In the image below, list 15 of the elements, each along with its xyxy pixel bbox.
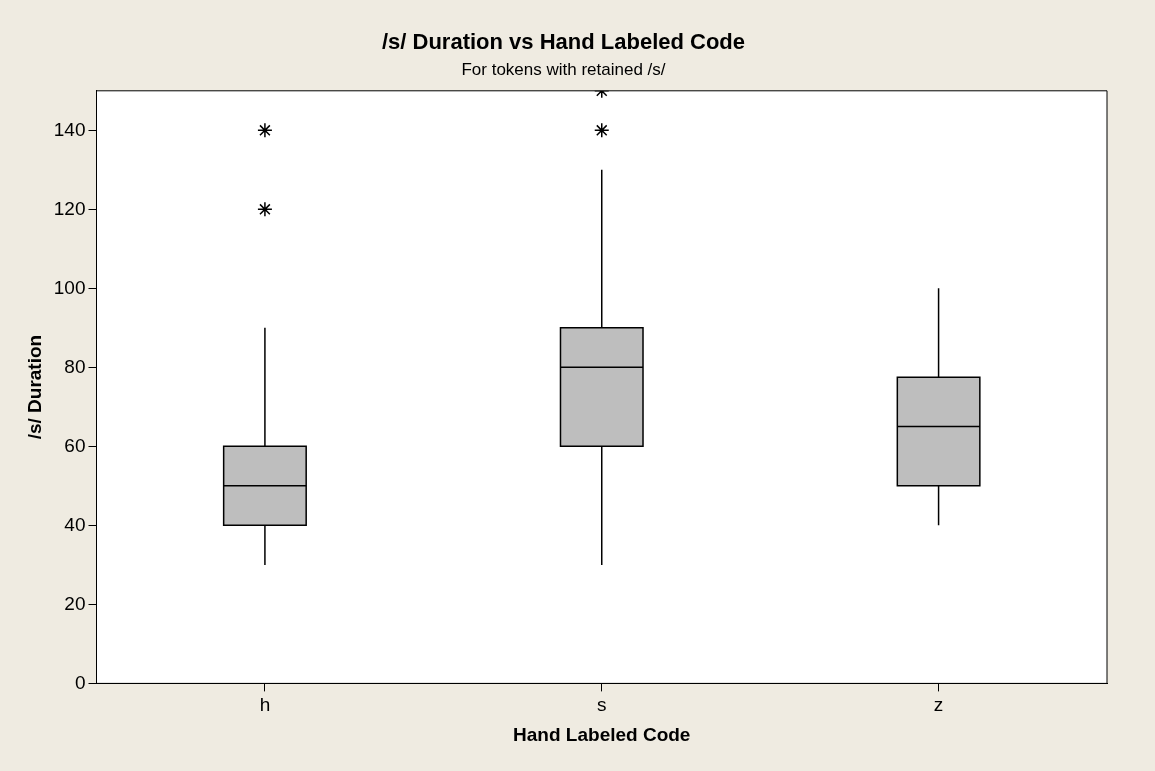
- y-tick-label: 100: [53, 276, 86, 298]
- chart-title: /s/ Duration vs Hand Labeled Code: [381, 29, 746, 55]
- y-axis-title: /s/ Duration: [23, 334, 45, 440]
- x-tick-label: s: [597, 694, 607, 716]
- chart-subtitle: For tokens with retained /s/: [461, 60, 666, 80]
- x-tick-label: z: [933, 694, 944, 716]
- x-tick-label: h: [259, 694, 271, 716]
- y-tick-label: 80: [64, 355, 86, 377]
- y-tick-label: 40: [64, 513, 86, 535]
- y-tick-label: 120: [53, 197, 86, 219]
- y-tick-label: 0: [74, 671, 86, 693]
- y-tick-label: 140: [53, 118, 86, 140]
- y-tick-label: 20: [64, 592, 86, 614]
- x-axis-title: Hand Labeled Code: [513, 723, 691, 745]
- y-tick-label: 60: [64, 434, 86, 456]
